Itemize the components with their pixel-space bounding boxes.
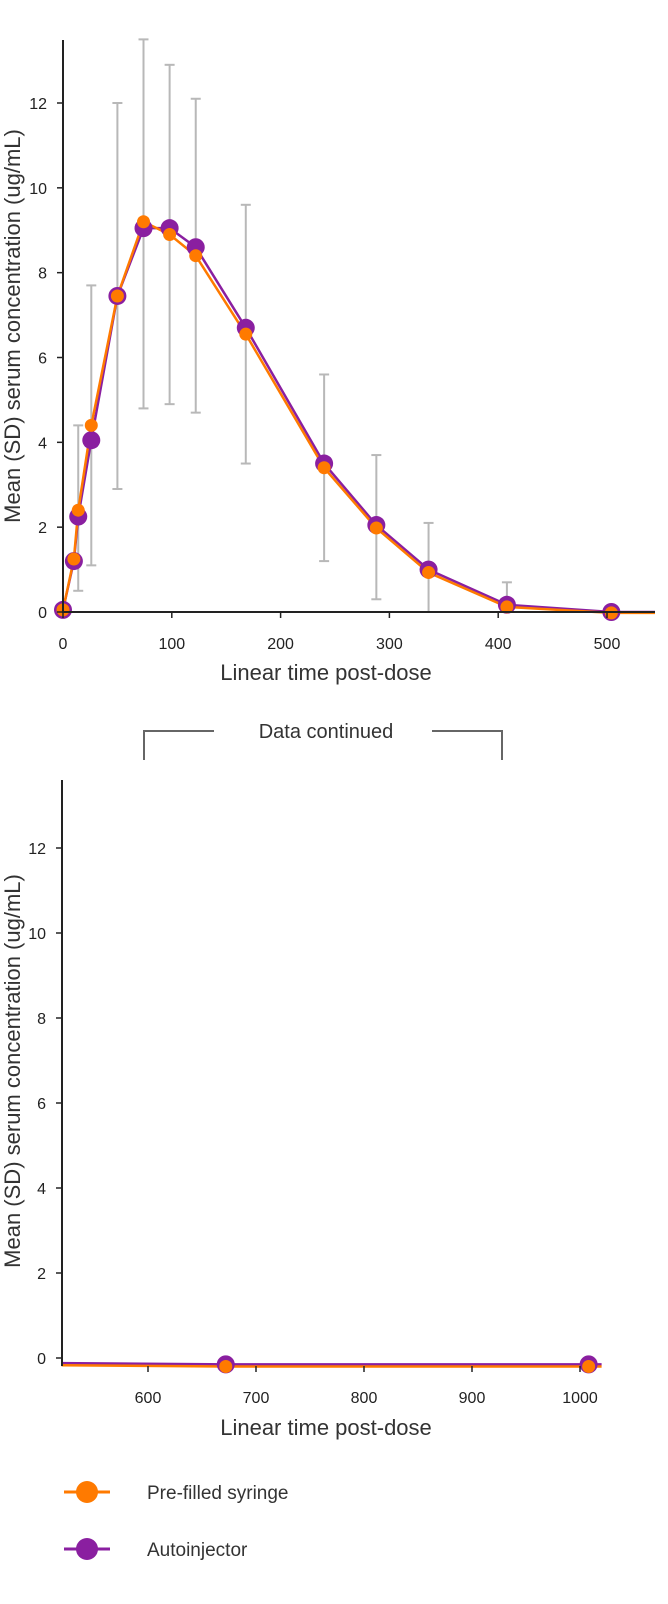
data-point-prefilled: [110, 289, 124, 303]
series-line-prefilled: [61, 1363, 602, 1368]
data-point-prefilled: [67, 552, 81, 566]
data-point-prefilled: [317, 461, 331, 475]
legend-item-prefilled: Pre-filled syringe: [64, 1481, 289, 1504]
y-axis-title: Mean (SD) serum concentration (ug/mL): [0, 874, 25, 1268]
x-tick-label: 700: [243, 1390, 270, 1407]
x-tick-label: 900: [459, 1390, 486, 1407]
y-tick-label: 4: [38, 435, 47, 452]
y-tick-label: 12: [29, 96, 47, 113]
data-point-prefilled: [422, 566, 436, 580]
data-point-prefilled: [219, 1360, 233, 1373]
y-tick-label: 12: [28, 841, 46, 858]
y-tick-label: 8: [37, 1011, 46, 1028]
y-ticks: 0 2 4 6 8 10 12: [28, 841, 62, 1368]
x-axis-title: Linear time post-dose: [220, 1415, 432, 1440]
legend-item-autoinjector: Autoinjector: [64, 1538, 248, 1561]
data-point-prefilled: [137, 215, 151, 229]
y-tick-label: 2: [38, 520, 47, 537]
bracket-left: [143, 730, 214, 760]
data-point-prefilled: [71, 503, 85, 517]
legend-marker-autoinjector: [76, 1538, 98, 1560]
y-tick-label: 8: [38, 266, 47, 283]
data-point-prefilled: [582, 1360, 596, 1373]
x-tick-label: 500: [594, 636, 621, 653]
series-line-prefilled: [61, 220, 655, 615]
series-lines: [61, 1361, 602, 1368]
series-line-autoinjector: [61, 1361, 602, 1366]
x-ticks: 600 700 800 900 1000: [135, 1366, 598, 1407]
data-point-prefilled: [84, 418, 98, 432]
x-ticks: 0 100 200 300 400 500: [59, 612, 621, 653]
y-ticks: 0 2 4 6 8 10 12: [29, 96, 63, 622]
y-tick-label: 6: [37, 1096, 46, 1113]
data-point-autoinjector: [82, 431, 101, 450]
x-tick-label: 0: [59, 636, 68, 653]
x-axis-title: Linear time post-dose: [220, 660, 432, 685]
series-points: [54, 215, 621, 621]
y-tick-label: 0: [38, 605, 47, 622]
y-tick-label: 10: [29, 181, 47, 198]
x-tick-label: 800: [351, 1390, 378, 1407]
bracket-right: [432, 730, 503, 760]
data-point-prefilled: [189, 249, 203, 263]
x-tick-label: 100: [158, 636, 185, 653]
y-tick-label: 6: [38, 351, 47, 368]
data-continued-bracket: Data continued: [143, 721, 503, 760]
y-tick-label: 2: [37, 1266, 46, 1283]
legend-label-autoinjector: Autoinjector: [147, 1540, 248, 1561]
y-tick-label: 4: [37, 1181, 46, 1198]
upper-chart-panel: 0 2 4 6 8 10 12 0 100 200 300 400 500 Linear time p…: [0, 38, 655, 685]
series-line-autoinjector: [61, 226, 655, 614]
series-points: [216, 1355, 598, 1374]
data-continued-label: Data continued: [259, 721, 394, 743]
y-tick-label: 0: [37, 1351, 46, 1368]
data-point-prefilled: [239, 327, 253, 341]
y-axis-title: Mean (SD) serum concentration (ug/mL): [0, 129, 25, 523]
data-point-prefilled: [500, 600, 514, 614]
lower-chart-panel: 0 2 4 6 8 10 12 600 700 800 900 1000 Linear time p…: [0, 780, 602, 1440]
y-tick-label: 10: [28, 926, 46, 943]
x-tick-label: 200: [267, 636, 294, 653]
legend: Pre-filled syringe Autoinjector: [64, 1481, 289, 1561]
data-point-prefilled: [163, 227, 177, 241]
series-lines: [61, 220, 655, 615]
x-tick-label: 600: [135, 1390, 162, 1407]
data-point-prefilled: [369, 521, 383, 535]
x-tick-label: 1000: [562, 1390, 598, 1407]
x-tick-label: 300: [376, 636, 403, 653]
x-tick-label: 400: [485, 636, 512, 653]
legend-label-prefilled: Pre-filled syringe: [147, 1483, 289, 1504]
legend-marker-prefilled: [76, 1481, 98, 1503]
error-bars: [73, 38, 512, 613]
